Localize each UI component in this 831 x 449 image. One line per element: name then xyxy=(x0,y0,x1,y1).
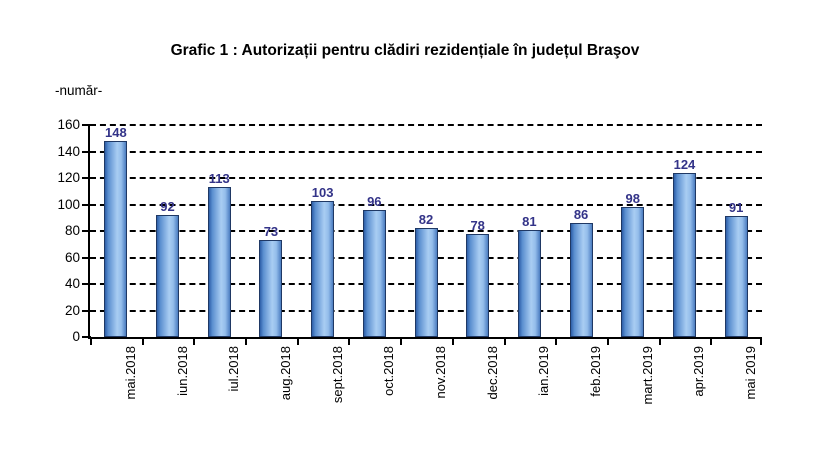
bar xyxy=(414,228,438,337)
x-axis-tick xyxy=(90,337,92,345)
x-tick-label: apr.2019 xyxy=(691,346,707,397)
y-tick-label: 120 xyxy=(57,170,80,185)
bar-value-label: 92 xyxy=(160,199,175,215)
x-tick-label: iul.2018 xyxy=(226,346,242,392)
y-tick-label: 160 xyxy=(57,117,80,132)
bar xyxy=(362,209,386,337)
y-axis-tick xyxy=(82,256,91,259)
bar-value-label: 103 xyxy=(311,184,334,200)
bar-value-label: 81 xyxy=(522,213,537,229)
bar-value-label: 86 xyxy=(573,207,589,223)
bar xyxy=(466,233,490,337)
x-axis-tick xyxy=(555,337,557,345)
bar xyxy=(517,229,541,337)
x-axis-tick xyxy=(504,337,506,345)
y-tick-label: 40 xyxy=(64,276,80,291)
y-axis-tick xyxy=(82,124,91,126)
x-axis-tick xyxy=(659,337,661,345)
x-axis-tick xyxy=(297,337,299,345)
x-axis-tick xyxy=(400,337,402,345)
y-tick-label: 60 xyxy=(64,249,80,265)
x-tick-label: oct.2018 xyxy=(381,346,397,396)
x-tick-label: mai.2018 xyxy=(122,346,138,400)
y-axis-tick xyxy=(82,230,91,232)
bar-value-label: 91 xyxy=(728,200,744,216)
x-tick-label: feb.2019 xyxy=(588,346,604,397)
x-tick-label: nov.2018 xyxy=(433,346,448,399)
x-axis-tick xyxy=(452,337,454,345)
x-axis-tick xyxy=(193,337,195,345)
y-tick-label: 80 xyxy=(64,223,80,238)
bar xyxy=(724,216,748,337)
y-axis-tick xyxy=(82,150,91,153)
plot-area: 148 92 113 73 103 96 82 78 81 86 98 124 91 xyxy=(82,124,762,345)
x-tick-label: iun.2018 xyxy=(174,346,190,396)
x-axis-tick xyxy=(607,337,609,345)
bar-value-label: 96 xyxy=(367,193,382,209)
bar xyxy=(259,240,283,337)
y-axis-tick xyxy=(82,336,91,338)
y-axis-tick xyxy=(82,177,91,179)
bar xyxy=(104,140,128,337)
x-tick-label: dec.2018 xyxy=(484,346,500,400)
y-tick-label: 100 xyxy=(57,196,80,212)
bar-value-label: 148 xyxy=(104,124,127,140)
x-tick-label: sept.2018 xyxy=(329,346,345,404)
bar-value-label: 124 xyxy=(673,156,696,172)
gridline xyxy=(90,177,762,179)
bar-value-label: 113 xyxy=(208,171,230,187)
y-axis-tick xyxy=(82,283,91,285)
x-tick-label: ian.2019 xyxy=(536,346,552,396)
x-tick-label: aug.2018 xyxy=(277,346,293,401)
x-axis-tick xyxy=(760,337,762,345)
x-tick-label: mai 2019 xyxy=(743,346,759,400)
bar-value-label: 98 xyxy=(625,191,640,207)
bar xyxy=(621,207,645,337)
bar xyxy=(311,200,335,337)
bar xyxy=(207,187,231,337)
x-axis-tick xyxy=(348,337,350,345)
gridline xyxy=(90,124,762,126)
bar-value-label: 82 xyxy=(418,212,434,228)
x-axis-tick xyxy=(142,337,144,345)
bar xyxy=(672,172,696,337)
x-axis-tick xyxy=(710,337,712,345)
y-axis-tick xyxy=(82,309,91,312)
bar-value-label: 78 xyxy=(470,217,485,233)
y-tick-label: 20 xyxy=(64,302,80,318)
gridline xyxy=(90,203,762,206)
chart-title: Grafic 1 : Autorizații pentru clădiri re… xyxy=(170,42,640,59)
x-tick-label: mart.2019 xyxy=(639,346,655,405)
bar xyxy=(569,223,593,337)
bar-value-label: 73 xyxy=(263,224,279,240)
y-tick-label: 140 xyxy=(57,143,80,159)
y-axis-unit-label: -număr- xyxy=(55,83,103,98)
bar xyxy=(156,215,180,337)
x-axis-tick xyxy=(245,337,247,345)
gridline xyxy=(90,150,762,153)
y-tick-label: 0 xyxy=(72,329,80,344)
y-axis-tick xyxy=(82,203,91,206)
